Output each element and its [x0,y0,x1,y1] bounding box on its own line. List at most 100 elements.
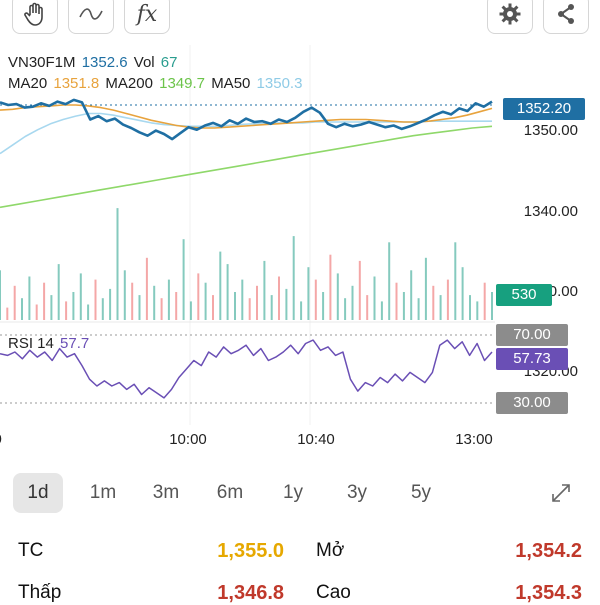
volume-bar [483,282,486,320]
volume-bar [101,298,104,320]
chart-toolbar: fx [0,0,600,40]
volume-bar [28,276,31,320]
timeframe-6m[interactable]: 6m [216,482,244,503]
price-legend: VN30F1M 1352.6 Vol 67 [8,54,179,71]
ma20-value: 1351.8 [53,75,100,92]
volume-bar [263,260,266,320]
current-price-tag: 1352.20 [503,98,585,120]
volume-bar [138,295,141,320]
volume-bar [395,282,398,320]
rsi-value: 57.7 [60,335,90,352]
tc-value: 1,355.0 [217,540,284,562]
volume-bar [344,298,347,320]
volume-bar [388,242,391,320]
price-line [0,98,493,141]
volume-bar [160,298,163,320]
volume-bar [314,279,317,320]
volume-bar [270,295,273,320]
ma200-line [0,125,493,209]
timeframe-3m[interactable]: 3m [152,482,180,503]
volume-bar [87,304,90,320]
rsi-upper-band-tag: 70.00 [496,324,568,346]
x-tick-label: 10:00 [169,431,207,448]
volume-bar [79,273,82,320]
volume-bar [182,239,185,320]
expand-icon[interactable] [540,473,582,513]
volume-bar [72,292,75,320]
volume-bar [439,295,442,320]
volume-bar [292,236,295,320]
chart-grid [0,45,495,425]
timeframe-1y[interactable]: 1y [282,482,304,503]
volume-bar [329,254,332,320]
low-value: 1,346.8 [217,582,284,604]
volume-tag: 530 [496,284,552,306]
volume-bar [469,295,471,320]
volume-bar [476,301,479,320]
x-tick-label: 10:40 [297,431,335,448]
volume-bar [278,276,280,320]
volume-bar [322,292,325,320]
volume-bar [307,267,310,320]
rsi-line [0,339,493,399]
price-value: 1352.6 [81,54,128,71]
y-tick-label: 1350.00 [524,122,578,139]
ma200-value: 1349.7 [159,75,206,92]
ma50-value: 1350.3 [256,75,303,92]
timeframe-5y[interactable]: 5y [410,482,432,503]
vol-value: 67 [160,54,178,71]
volume-bar [197,273,200,320]
volume-bar [446,279,449,320]
x-tick-label: 9 [0,431,2,448]
volume-bar [109,288,112,320]
wave-icon[interactable] [68,0,114,34]
gear-icon[interactable] [487,0,533,34]
volume-bar [454,242,457,320]
volume-bar [94,279,97,320]
volume-bar [212,295,214,320]
timeframe-3y[interactable]: 3y [346,482,368,503]
rsi-legend: RSI 14 57.7 [8,335,91,352]
timeframe-1m[interactable]: 1m [89,482,117,503]
high-value: 1,354.3 [515,582,582,604]
volume-bar [167,279,170,320]
volume-bar [248,298,251,320]
volume-bar [50,295,53,320]
volume-bar [256,285,258,320]
symbol-label: VN30F1M [8,54,76,71]
volume-bar [35,304,38,320]
open-label: Mở [316,540,345,561]
volume-bar [417,298,420,320]
volume-bars [0,208,493,320]
volume-bar [189,301,192,320]
vol-label: Vol [133,54,155,71]
timeframe-selector: 1d 1m 3m 6m 1y 3y 5y [0,470,600,518]
volume-bar [336,273,339,320]
volume-bar [366,295,369,320]
volume-bar [351,285,354,320]
expand-icon-glyph [552,484,570,502]
function-icon[interactable]: fx [124,0,170,34]
wave-icon-glyph [79,8,103,20]
volume-bar [123,270,126,320]
hand-icon[interactable] [12,0,58,34]
timeframe-1d[interactable]: 1d [13,473,63,513]
volume-bar [300,301,303,320]
volume-bar [43,282,46,320]
moving-average-lines [0,104,493,209]
volume-bar [373,276,376,320]
volume-bar [424,257,427,320]
y-tick-label: 1340.00 [524,203,578,220]
volume-bar [6,307,9,320]
rsi-panel [0,339,493,399]
volume-bar [241,279,244,320]
volume-bar [380,301,383,320]
volume-bar [410,270,413,320]
volume-bar [226,264,229,320]
gear-icon-glyph [499,3,521,25]
share-icon[interactable] [543,0,589,34]
volume-bar [153,285,156,320]
low-label: Thấp [18,582,62,603]
price-chart[interactable]: 1350.001340.001330.001320.00910:0010:401… [0,0,600,460]
volume-bar [131,282,134,320]
